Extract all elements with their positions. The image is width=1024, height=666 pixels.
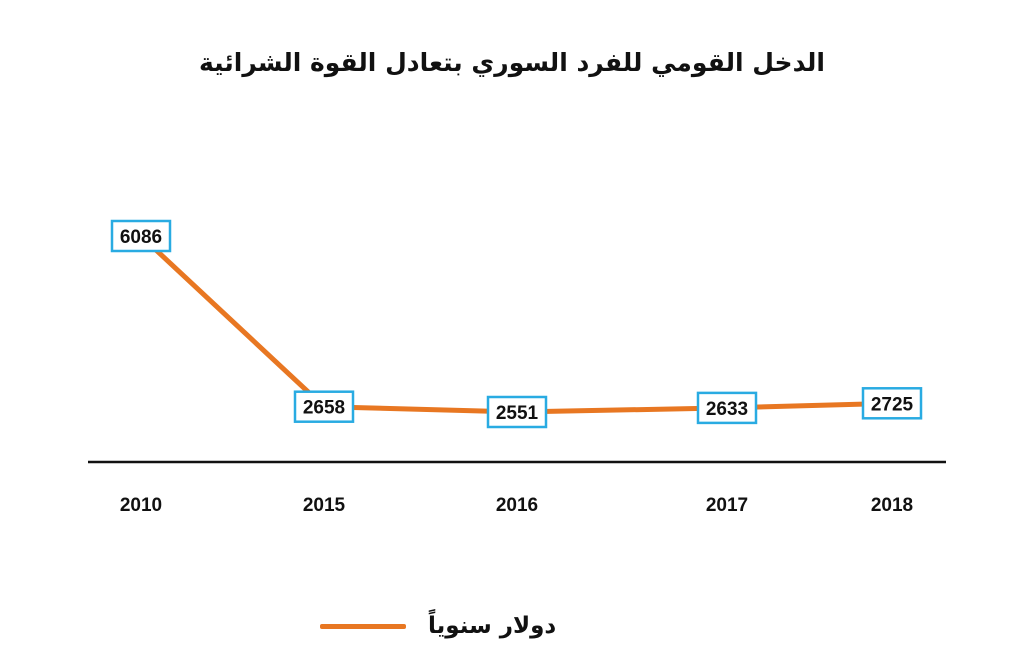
data-label-box xyxy=(293,390,355,423)
data-label-layer: 6086 2658 2551 2633 2725 xyxy=(110,219,923,429)
data-label: 6086 xyxy=(110,219,172,253)
legend: دولار سنوياً xyxy=(320,606,556,646)
x-tick-label: 2016 xyxy=(496,495,538,516)
data-label-value: 2658 xyxy=(303,398,345,419)
data-label-box xyxy=(486,395,548,429)
data-label: 2633 xyxy=(696,391,758,425)
x-tick-label: 2018 xyxy=(871,495,913,516)
x-tick-layer: 2010 2015 2016 2017 2018 xyxy=(120,495,913,516)
data-label-box xyxy=(110,219,172,253)
legend-label: دولار سنوياً xyxy=(428,613,557,639)
x-tick-label: 2015 xyxy=(303,495,346,516)
x-tick-label: 2010 xyxy=(120,495,162,516)
legend-swatch xyxy=(320,623,406,629)
data-label: 2725 xyxy=(861,387,923,420)
series-layer xyxy=(138,233,895,415)
data-label: 2551 xyxy=(486,395,548,429)
data-label-box xyxy=(861,387,923,420)
data-label-box xyxy=(696,391,758,425)
data-label-value: 2725 xyxy=(871,394,914,415)
data-label-value: 6086 xyxy=(120,227,162,248)
data-label-value: 2633 xyxy=(706,399,748,420)
chart-title: الدخل القومي للفرد السوري بتعادل القوة ا… xyxy=(199,48,825,77)
data-label-value: 2551 xyxy=(496,403,539,424)
series-line xyxy=(138,233,895,415)
data-label: 2658 xyxy=(293,390,355,423)
x-tick-label: 2017 xyxy=(706,495,748,516)
